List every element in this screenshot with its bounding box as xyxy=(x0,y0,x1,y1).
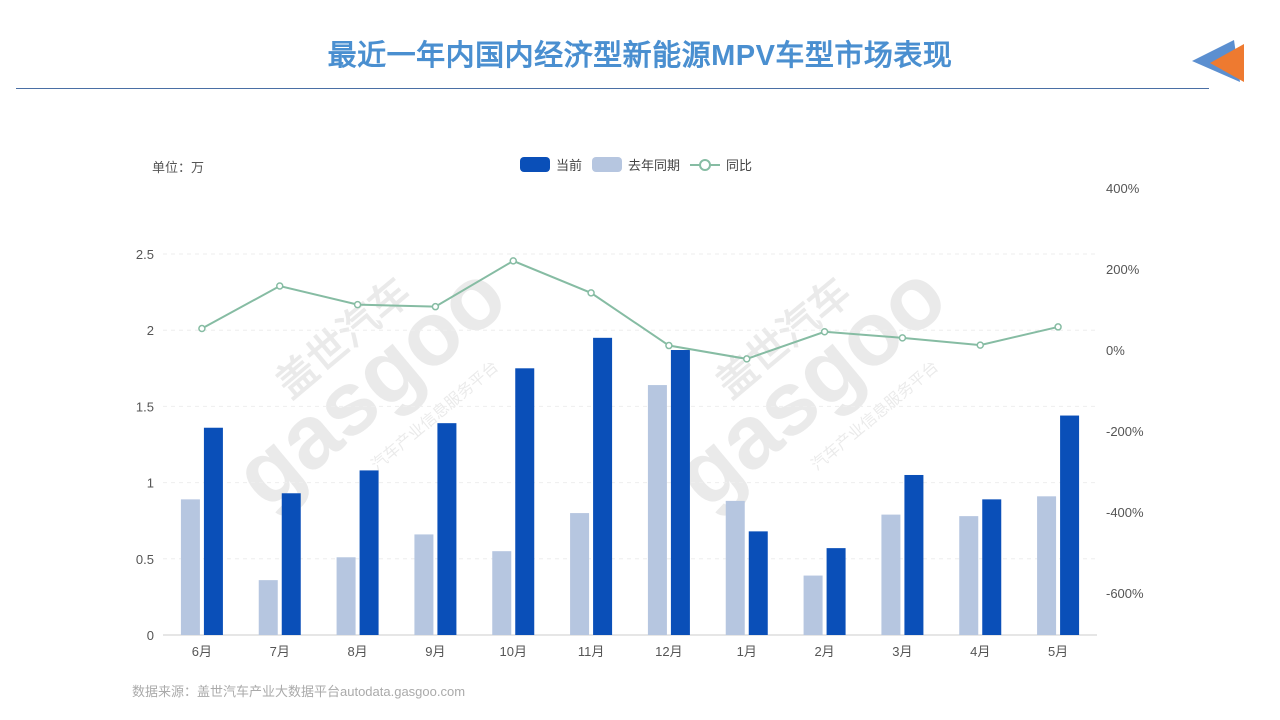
left-axis-tick: 2 xyxy=(147,323,154,338)
legend: 当前 去年同期 同比 xyxy=(520,155,762,174)
x-axis-tick: 4月 xyxy=(970,644,990,659)
bar-current xyxy=(748,531,768,635)
bar-last-year xyxy=(414,534,434,635)
back-arrow-logo-icon xyxy=(1192,40,1244,82)
left-axis-tick: 1.5 xyxy=(136,399,154,414)
x-axis-tick: 3月 xyxy=(892,644,912,659)
bar-current xyxy=(670,350,690,635)
bar-current xyxy=(359,470,379,635)
bar-last-year xyxy=(570,513,590,635)
legend-current[interactable]: 当前 xyxy=(520,155,582,174)
bar-last-year xyxy=(959,516,979,635)
right-axis-tick: -600% xyxy=(1106,586,1144,601)
x-axis-tick: 8月 xyxy=(347,644,367,659)
yoy-point xyxy=(431,302,440,311)
yoy-point xyxy=(509,257,517,265)
x-axis-tick: 5月 xyxy=(1048,644,1068,659)
yoy-point xyxy=(976,341,984,349)
bar-last-year xyxy=(1037,496,1057,635)
yoy-point xyxy=(198,324,206,333)
left-axis-tick: 0 xyxy=(147,628,154,643)
legend-yoy[interactable]: 同比 xyxy=(690,155,752,174)
legend-last-year[interactable]: 去年同期 xyxy=(592,155,680,174)
yoy-point xyxy=(898,334,907,342)
x-axis-tick: 11月 xyxy=(578,644,605,659)
bar-last-year xyxy=(803,575,823,635)
yoy-point xyxy=(276,282,284,290)
yoy-point xyxy=(1054,323,1062,331)
bar-last-year xyxy=(258,580,278,635)
legend-label: 去年同期 xyxy=(628,158,681,173)
yoy-point xyxy=(665,341,673,350)
left-axis-tick: 0.5 xyxy=(136,552,154,567)
right-axis-tick: 0% xyxy=(1106,343,1125,358)
x-axis-tick: 1月 xyxy=(737,644,757,659)
x-axis-tick: 2月 xyxy=(814,644,834,659)
yoy-point xyxy=(587,289,595,297)
bar-current xyxy=(826,548,846,635)
x-axis-tick: 6月 xyxy=(192,644,212,659)
legend-line-icon xyxy=(690,158,721,171)
bar-last-year xyxy=(336,557,356,635)
bar-last-year xyxy=(725,500,745,635)
legend-label: 同比 xyxy=(726,158,753,173)
x-axis-tick: 7月 xyxy=(270,644,290,659)
bar-last-year xyxy=(492,551,512,635)
bar-last-year xyxy=(647,385,667,635)
right-axis-tick: -200% xyxy=(1106,424,1144,439)
right-axis-tick: -400% xyxy=(1106,505,1144,520)
bar-current xyxy=(437,423,457,635)
bar-last-year xyxy=(881,514,901,635)
bar-current xyxy=(904,474,924,635)
bar-current xyxy=(203,427,223,635)
title-divider xyxy=(16,88,1209,89)
x-axis-tick: 9月 xyxy=(425,644,445,659)
right-axis-tick: 400% xyxy=(1106,181,1140,196)
left-axis-tick: 2.5 xyxy=(136,247,154,262)
yoy-point xyxy=(820,328,829,336)
x-axis-tick: 10月 xyxy=(500,644,527,659)
legend-swatch xyxy=(520,157,550,172)
yoy-line xyxy=(201,259,1059,360)
yoy-point xyxy=(743,355,751,363)
left-axis-tick: 1 xyxy=(147,476,154,491)
bar-current xyxy=(1060,415,1080,635)
legend-label: 当前 xyxy=(556,158,583,173)
data-source: 数据来源：盖世汽车产业大数据平台autodata.gasgoo.com xyxy=(132,684,466,699)
right-axis-tick: 200% xyxy=(1106,262,1140,277)
yoy-point xyxy=(353,300,362,309)
bar-current xyxy=(982,499,1002,635)
bar-last-year xyxy=(180,499,200,635)
unit-label: 单位：万 xyxy=(152,160,205,175)
x-axis-tick: 12月 xyxy=(655,644,682,659)
bar-current xyxy=(593,337,613,635)
bar-current xyxy=(515,368,535,635)
legend-swatch xyxy=(592,157,623,172)
page-title: 最近一年内国内经济型新能源MPV车型市场表现 xyxy=(327,40,953,72)
bar-current xyxy=(281,493,301,635)
